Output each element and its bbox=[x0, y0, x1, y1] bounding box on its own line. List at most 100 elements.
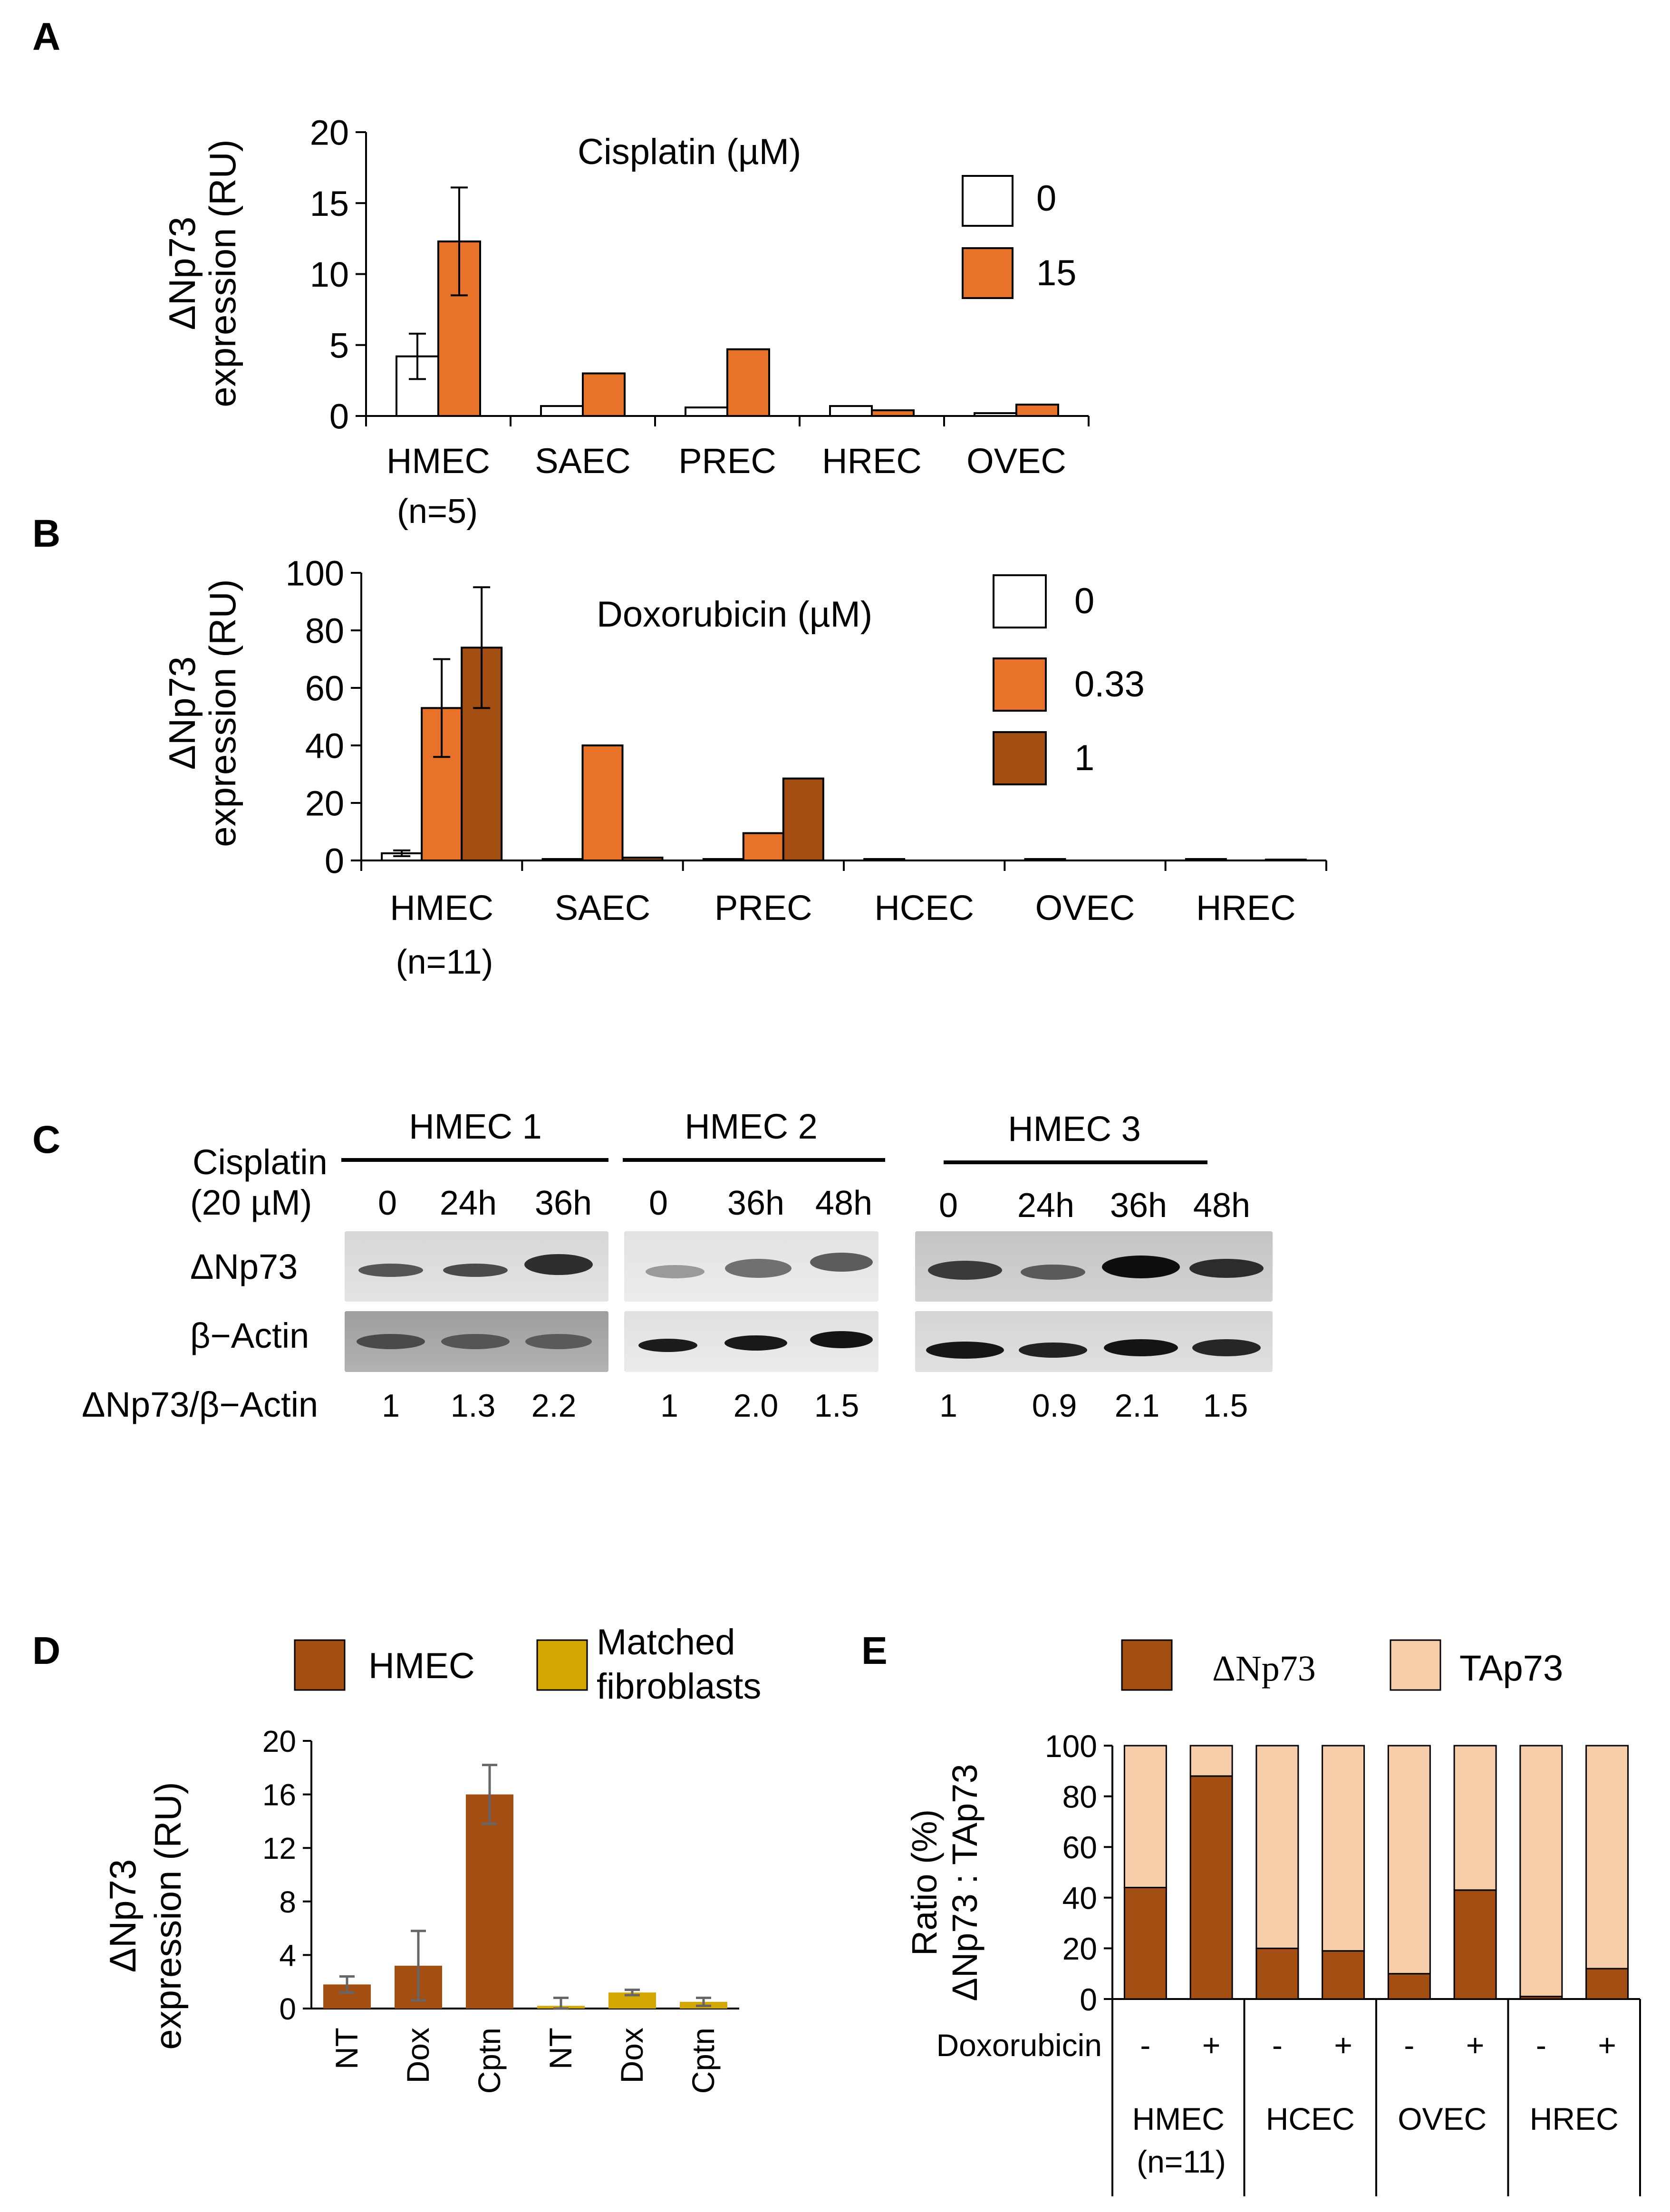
panel-a-legend-label-0: 0 bbox=[1036, 178, 1056, 219]
panel-b-legend-swatch-1 bbox=[993, 657, 1047, 712]
panel-d-legend-label-fibroblasts-1: Matched bbox=[597, 1622, 735, 1662]
bar-0 bbox=[541, 858, 584, 861]
panel-c-time-label: 0 bbox=[649, 1184, 668, 1222]
y-tick-label: 20 bbox=[1062, 1931, 1097, 1966]
panel-b-bars bbox=[381, 586, 1307, 862]
panel-c-ratio-label: ΔNp73/β−Actin bbox=[82, 1385, 318, 1424]
panel-c-ratio-value: 2.2 bbox=[531, 1388, 577, 1424]
bar-segment bbox=[1585, 1968, 1629, 2000]
band-dnp73 bbox=[443, 1264, 508, 1277]
bar-segment bbox=[1255, 1745, 1299, 1949]
band-dnp73 bbox=[810, 1253, 873, 1272]
panel-c-group-hmec2: HMEC 2 bbox=[685, 1107, 818, 1146]
panel-c-treatment: Cisplatin bbox=[193, 1142, 328, 1182]
bar-0_33 bbox=[581, 744, 624, 861]
panel-d-ylabel-line1: ΔNp73 bbox=[102, 1859, 144, 1973]
panel-e-row-label: Doxorubicin bbox=[936, 2028, 1102, 2063]
doxorubicin-sign: + bbox=[1202, 2028, 1221, 2063]
y-tick-label: 20 bbox=[262, 1724, 296, 1758]
panel-a-legend-label-1: 15 bbox=[1036, 253, 1077, 293]
bar-0_33 bbox=[742, 832, 784, 862]
y-tick-label: 12 bbox=[262, 1831, 296, 1865]
bar-15 bbox=[1015, 404, 1059, 417]
panel-c-row-label-dnp73: ΔNp73 bbox=[190, 1247, 298, 1286]
bar-segment bbox=[1255, 1947, 1299, 2000]
y-tick-label: 20 bbox=[305, 784, 344, 823]
bar-0 bbox=[974, 412, 1017, 417]
bar-segment bbox=[1453, 1889, 1497, 2000]
band-actin bbox=[357, 1334, 425, 1349]
panel-e-ylabel-line2: ΔNp73 : TAp73 bbox=[945, 1764, 985, 2001]
doxorubicin-sign: - bbox=[1404, 2028, 1414, 2063]
panel-a-title: Cisplatin (µM) bbox=[578, 132, 801, 172]
panel-c-group-hmec1: HMEC 1 bbox=[409, 1107, 542, 1146]
band-dnp73 bbox=[646, 1265, 705, 1278]
y-tick-label: 60 bbox=[305, 669, 344, 708]
x-tick-label: Cptn bbox=[685, 2028, 721, 2094]
panel-c-time-label: 36h bbox=[535, 1184, 592, 1222]
x-tick-label: HCEC bbox=[874, 888, 974, 927]
x-tick-label: OVEC bbox=[1035, 888, 1135, 927]
bar-15 bbox=[726, 348, 770, 417]
bar bbox=[466, 1794, 513, 2009]
x-tick-label: NT bbox=[543, 2028, 578, 2069]
panel-d-legend-swatch-fibroblasts bbox=[536, 1639, 588, 1691]
x-tick-label: SAEC bbox=[555, 888, 651, 927]
panel-c-ratio-value: 1.5 bbox=[1203, 1388, 1248, 1424]
band-actin bbox=[926, 1342, 1004, 1359]
doxorubicin-sign: + bbox=[1466, 2028, 1485, 2063]
bar-0 bbox=[829, 405, 873, 417]
bar-segment bbox=[1123, 1886, 1167, 2000]
y-tick-label: 100 bbox=[286, 554, 344, 593]
panel-c-time-label: 36h bbox=[1110, 1187, 1167, 1225]
group-label: HMEC bbox=[1132, 2101, 1225, 2136]
panel-c-ratio-value: 1 bbox=[660, 1388, 678, 1424]
band-actin bbox=[1019, 1343, 1087, 1358]
bar-segment bbox=[1189, 1775, 1233, 2000]
panel-d-ylabel-line2: expression (RU) bbox=[147, 1782, 189, 2049]
y-tick-label: 100 bbox=[1045, 1729, 1097, 1764]
x-tick-label: SAEC bbox=[535, 441, 631, 481]
panel-c-ratio-value: 1.5 bbox=[814, 1388, 859, 1424]
doxorubicin-sign: - bbox=[1536, 2028, 1546, 2063]
bar-segment bbox=[1123, 1745, 1167, 1888]
bar-segment bbox=[1387, 1973, 1431, 2000]
panel-a: A ΔNp73 expression (RU) Cisplatin (µM) 0… bbox=[32, 15, 1090, 531]
bar-0 bbox=[1024, 858, 1066, 861]
bar-segment bbox=[1189, 1745, 1233, 1777]
x-tick-label: NT bbox=[329, 2028, 364, 2069]
y-tick-label: 0 bbox=[329, 397, 349, 436]
bar-15 bbox=[871, 409, 915, 417]
y-tick-label: 80 bbox=[305, 611, 344, 651]
panel-e-ylabel-line1: Ratio (%) bbox=[905, 1809, 944, 1956]
panel-b-legend-swatch-0 bbox=[993, 574, 1047, 628]
band-actin bbox=[525, 1334, 592, 1349]
panel-c-time-label: 36h bbox=[727, 1184, 784, 1222]
bar-15 bbox=[582, 372, 626, 417]
doxorubicin-sign: - bbox=[1272, 2028, 1283, 2063]
bar-segment bbox=[1387, 1745, 1431, 1975]
band-dnp73 bbox=[358, 1264, 423, 1277]
doxorubicin-sign: - bbox=[1140, 2028, 1150, 2063]
panel-c-time-label: 48h bbox=[1193, 1187, 1250, 1225]
band-dnp73 bbox=[928, 1261, 1002, 1280]
band-actin bbox=[1104, 1339, 1178, 1356]
group-label: OVEC bbox=[1398, 2101, 1487, 2136]
panel-b-xtick-sub: (n=11) bbox=[396, 943, 493, 981]
x-tick-label: PREC bbox=[678, 441, 776, 481]
panel-d-legend-label-hmec: HMEC bbox=[368, 1646, 475, 1686]
panel-c-letter: C bbox=[32, 1118, 60, 1161]
panel-c-time-label: 48h bbox=[815, 1184, 872, 1222]
panel-d-x-labels: NT Dox Cptn NT Dox Cptn bbox=[329, 2028, 721, 2094]
panel-a-bars bbox=[396, 186, 1059, 417]
band-dnp73 bbox=[1102, 1256, 1180, 1278]
panel-b-ylabel-line1: ΔNp73 bbox=[161, 657, 203, 770]
bar-1 bbox=[621, 856, 664, 861]
panel-a-xtick-sub: (n=5) bbox=[397, 493, 478, 531]
x-tick-label: Dox bbox=[400, 2028, 435, 2083]
band-dnp73 bbox=[1021, 1265, 1085, 1280]
bar-0 bbox=[1185, 858, 1227, 861]
y-tick-label: 15 bbox=[310, 184, 349, 223]
bar-segment bbox=[1322, 1950, 1365, 2000]
x-tick-label: HMEC bbox=[390, 888, 493, 927]
